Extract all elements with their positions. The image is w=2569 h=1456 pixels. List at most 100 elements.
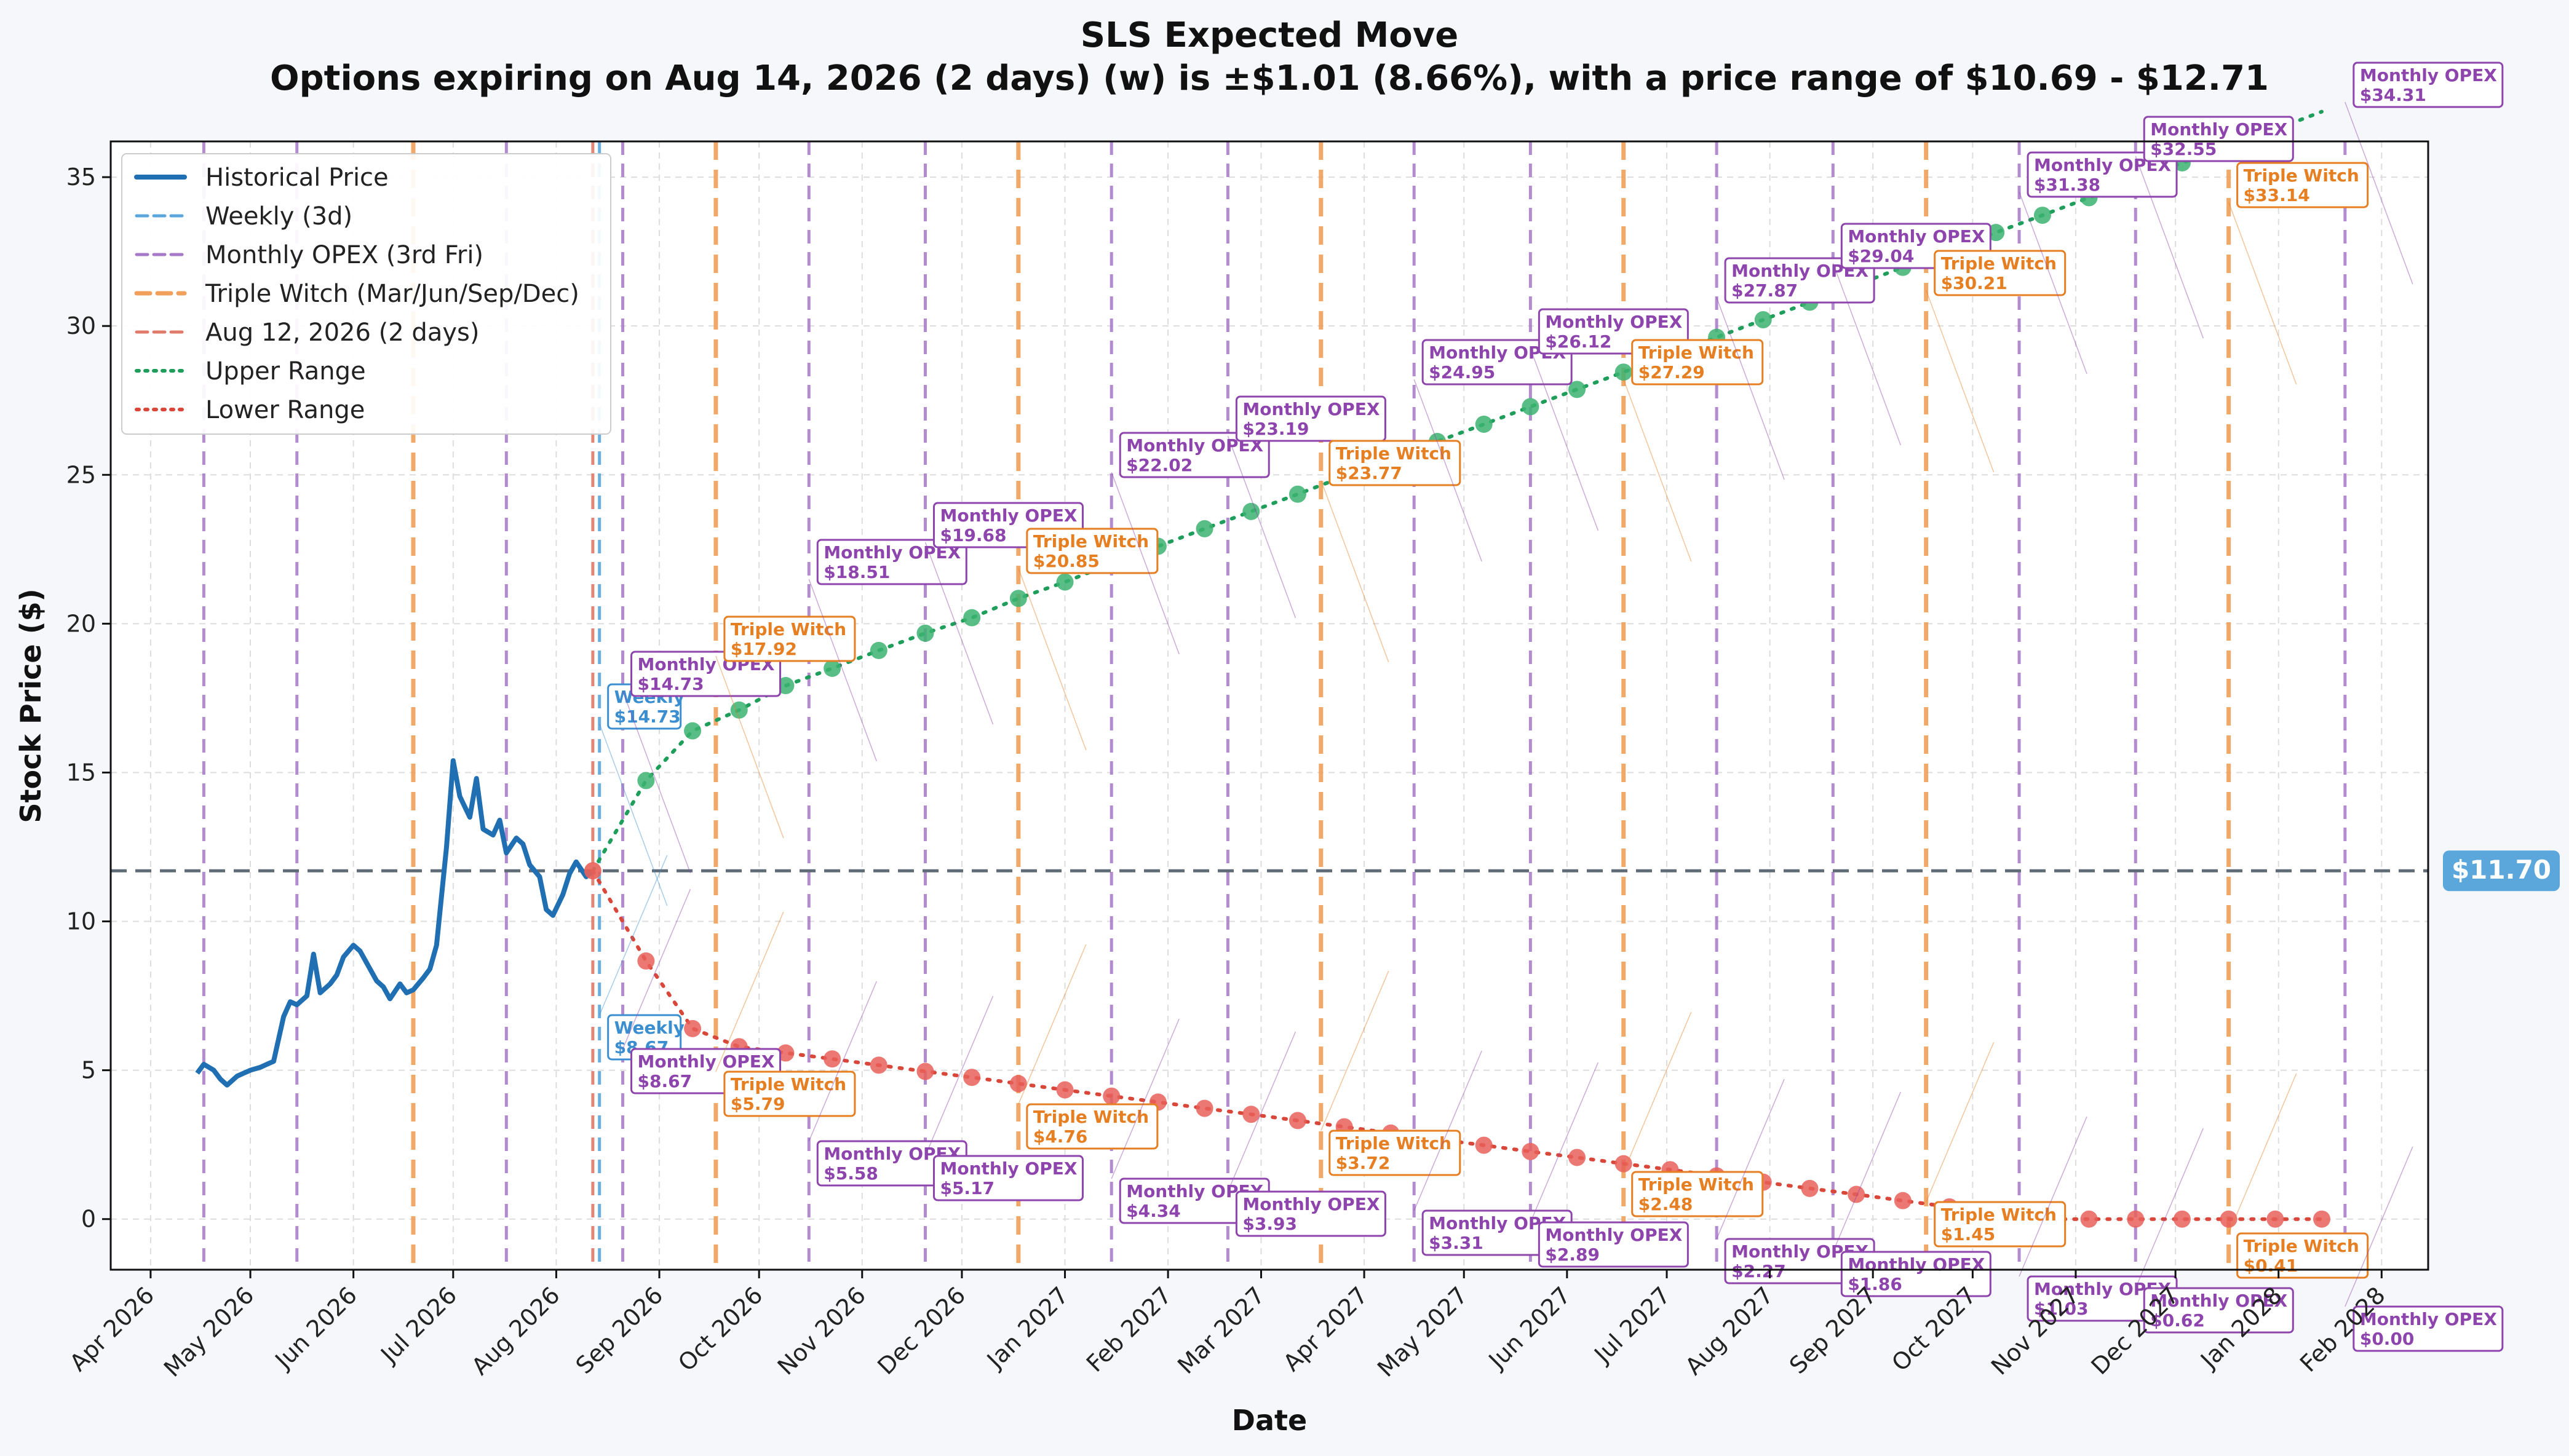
upper-range-point: [1987, 224, 2005, 242]
lower-annotation-value: $5.17: [940, 1178, 995, 1198]
lower-annotation-leader: [1018, 944, 1087, 1105]
upper-annotation-leader: [1623, 379, 1692, 562]
lower-annotation-leader: [1227, 1031, 1296, 1192]
upper-annotation-box: [2236, 162, 2369, 208]
upper-range-point: [1288, 485, 1306, 503]
upper-annotation-label: Monthly OPEX: [1848, 226, 1985, 247]
upper-annotation-label: Triple Witch: [1033, 531, 1149, 552]
lower-range-point: [1056, 1081, 1074, 1099]
upper-range-point: [916, 624, 934, 642]
lower-annotation-leader: [1320, 970, 1389, 1131]
upper-annotation-box: [630, 651, 782, 697]
lower-range-point: [2220, 1210, 2237, 1228]
lower-annotation-leader: [2019, 1116, 2087, 1277]
lower-annotation-leader: [598, 855, 668, 1016]
lower-range-point: [1568, 1149, 1586, 1166]
lower-annotation-value: $0.00: [2360, 1329, 2415, 1349]
lower-annotation-value: $3.31: [1429, 1233, 1483, 1253]
lower-annotation-label: Triple Witch: [731, 1074, 846, 1094]
lower-annotation-leader: [1111, 1018, 1180, 1179]
upper-annotation-value: $17.92: [731, 639, 797, 659]
upper-annotation-value: $14.73: [638, 674, 704, 694]
upper-annotation-leader: [808, 579, 877, 762]
lower-range-point: [684, 1019, 702, 1037]
lower-annotation-value: $4.34: [1126, 1201, 1181, 1221]
plot-frame: [109, 140, 2429, 1271]
y-tick-label: 0: [81, 1206, 96, 1233]
lower-annotation-leader: [2228, 1073, 2297, 1234]
legend: Historical Price Weekly (3d) Monthly OPEX …: [121, 153, 611, 435]
y-axis-label: Stock Price ($): [14, 588, 47, 823]
lower-annotation-value: $1.86: [1848, 1274, 1902, 1294]
legend-label: Historical Price: [205, 164, 389, 192]
upper-range-point: [684, 722, 702, 740]
lower-annotation-box: [1026, 1103, 1159, 1150]
upper-annotation-leader: [622, 690, 691, 874]
upper-range-point: [1196, 520, 1213, 537]
lower-annotation-leader: [1530, 1062, 1599, 1223]
lower-range-point: [1894, 1192, 1912, 1209]
lower-annotation-box: [1328, 1130, 1461, 1176]
lower-annotation-label: Monthly OPEX: [1242, 1194, 1380, 1214]
lower-annotation-box: [723, 1070, 856, 1117]
upper-annotation-value: $20.85: [1033, 551, 1100, 571]
lower-range-point: [1614, 1155, 1632, 1173]
upper-range-point: [730, 701, 748, 719]
upper-annotation-leader: [2135, 156, 2204, 339]
lower-annotation-leader: [1716, 1078, 1785, 1240]
lower-range-point: [2266, 1210, 2284, 1228]
upper-annotation-label: Monthly OPEX: [2150, 119, 2287, 140]
upper-annotation-value: $27.29: [1638, 362, 1705, 382]
upper-range-point: [824, 659, 841, 677]
chart-subtitle: Options expiring on Aug 14, 2026 (2 days…: [270, 58, 2269, 98]
lower-range-point: [1196, 1099, 1213, 1117]
upper-range-point: [1522, 398, 1539, 416]
lower-range-point: [1103, 1087, 1121, 1105]
lower-range-point: [637, 952, 655, 970]
upper-annotation-value: $29.04: [1848, 246, 1914, 266]
upper-annotation-leader: [2345, 101, 2413, 285]
upper-annotation-box: [1724, 257, 1875, 304]
annotations-layer: Weekly $14.73 Monthly OPEX $14.73 Triple Wit…: [598, 61, 2504, 1352]
lower-annotation-label: Triple Witch: [1336, 1133, 1451, 1153]
upper-range-line: [590, 109, 2324, 873]
lower-annotation-value: $5.58: [824, 1163, 878, 1184]
upper-annotation-leader: [1111, 472, 1180, 655]
upper-annotation-value: $18.51: [824, 562, 890, 582]
upper-annotation-value: $14.73: [614, 706, 681, 727]
legend-label: Monthly OPEX (3rd Fri): [205, 241, 483, 269]
upper-range-point: [777, 677, 795, 695]
lower-annotation-value: $3.93: [1242, 1214, 1297, 1234]
chart-title: SLS Expected Move: [1081, 15, 1459, 55]
lower-annotation-box: [1840, 1251, 1991, 1297]
lower-range-point: [1242, 1106, 1260, 1123]
upper-annotation-value: $23.19: [1242, 419, 1309, 439]
upper-annotation-leader: [1832, 263, 1902, 446]
lower-annotation-value: $1.03: [2034, 1299, 2089, 1319]
upper-annotation-value: $22.02: [1126, 455, 1193, 475]
lower-annotation-label: Monthly OPEX: [1848, 1254, 1985, 1275]
upper-range-point: [1009, 590, 1027, 607]
legend-label: Upper Range: [205, 357, 366, 386]
lower-annotation-box: [2143, 1287, 2294, 1334]
lower-annotation-label: Triple Witch: [2244, 1236, 2359, 1256]
lower-annotation-value: $3.72: [1336, 1153, 1391, 1173]
lower-annotation-label: Triple Witch: [1941, 1205, 2057, 1225]
lower-annotation-label: Triple Witch: [1638, 1174, 1754, 1195]
lower-annotation-label: Triple Witch: [1033, 1107, 1149, 1127]
legend-label: Aug 12, 2026 (2 days): [205, 318, 479, 347]
upper-annotation-label: Monthly OPEX: [1242, 399, 1380, 419]
y-tick-label: 10: [66, 908, 96, 935]
upper-annotation-value: $26.12: [1545, 331, 1611, 352]
lower-annotation-value: $0.62: [2150, 1310, 2205, 1331]
legend-label: Lower Range: [205, 396, 365, 424]
upper-annotation-box: [723, 615, 856, 662]
lower-annotation-box: [2353, 1305, 2504, 1352]
upper-annotation-leader: [1413, 379, 1482, 562]
upper-annotation-box: [1026, 528, 1159, 574]
upper-annotation-value: $23.77: [1336, 463, 1402, 483]
lower-annotation-label: Weekly: [614, 1018, 685, 1038]
upper-annotation-box: [1934, 250, 2067, 296]
current-price-badge: $11.70: [2443, 850, 2560, 892]
lower-range-point: [1288, 1112, 1306, 1130]
